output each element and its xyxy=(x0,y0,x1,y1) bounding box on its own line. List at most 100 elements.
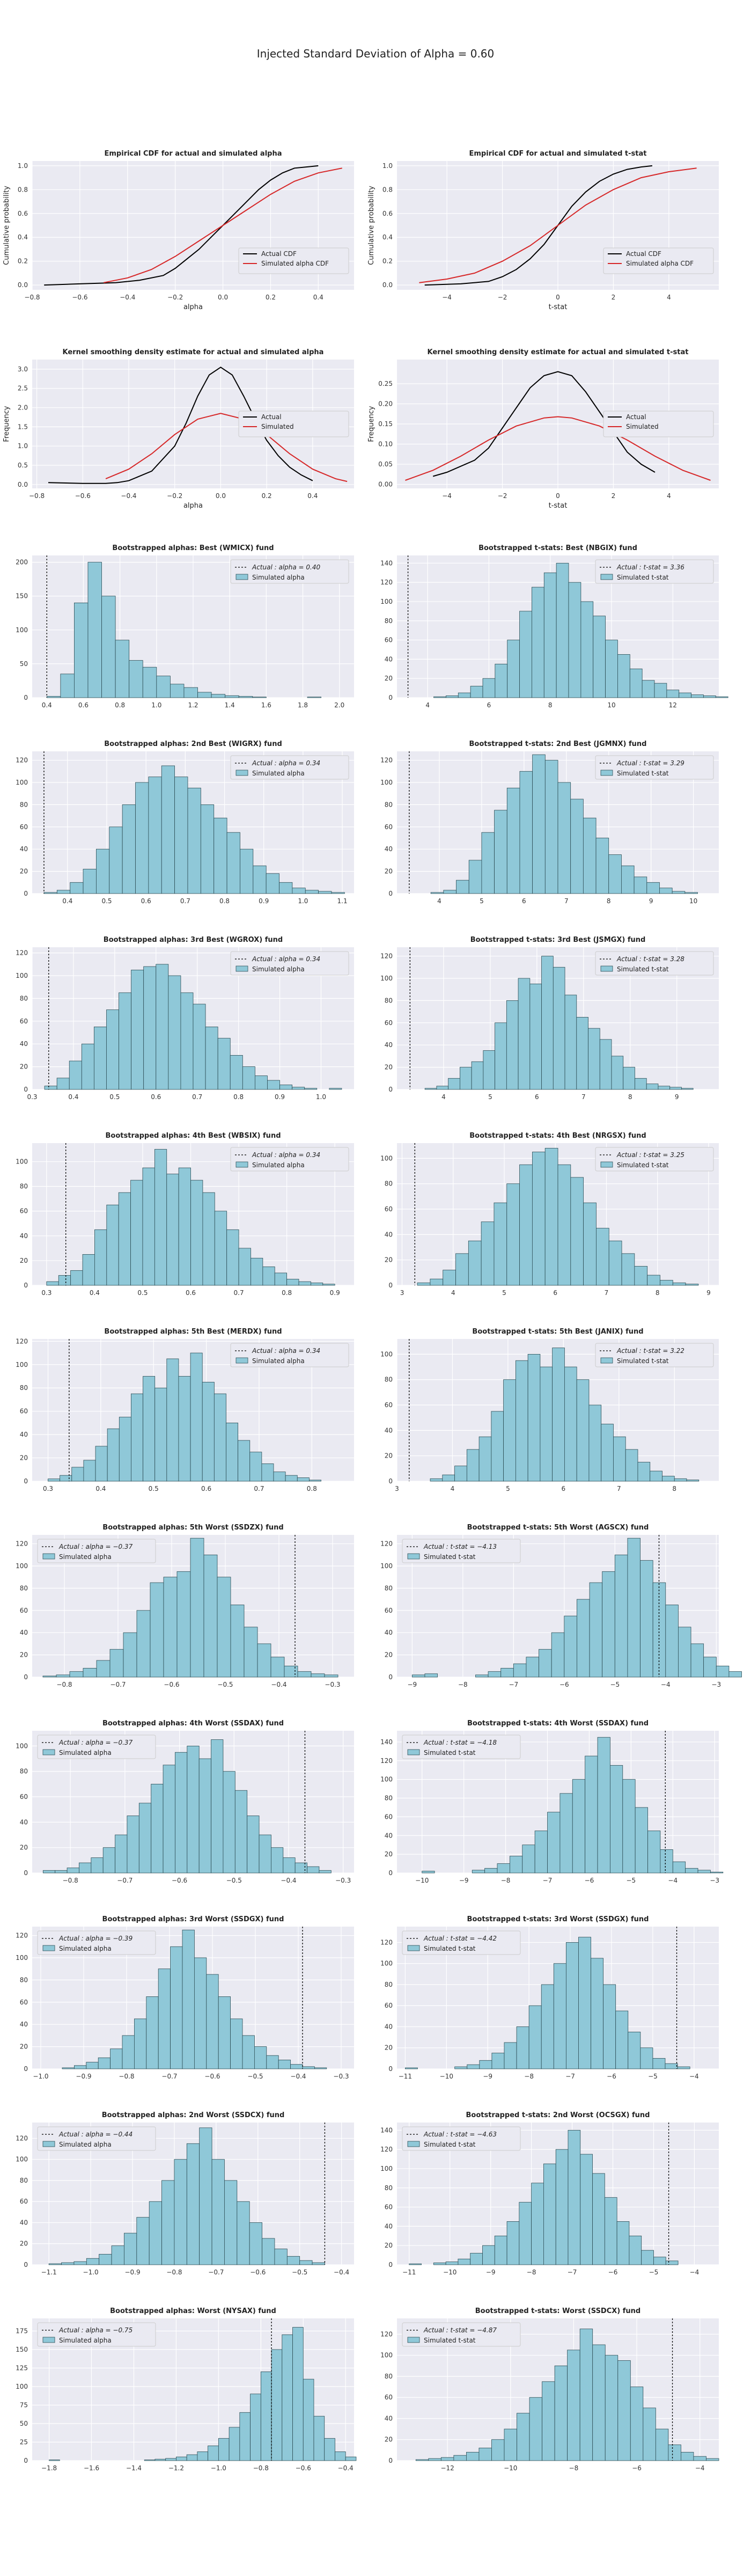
histogram-bar xyxy=(292,1087,305,1090)
y-tick-label: 80 xyxy=(385,2184,393,2192)
x-tick-label: 0.4 xyxy=(307,492,318,500)
x-tick-label: −0.5 xyxy=(292,2268,307,2276)
y-tick-label: 80 xyxy=(385,801,393,808)
legend-label: Simulated alpha xyxy=(252,1357,305,1365)
histogram-bar xyxy=(653,2257,666,2265)
histogram-bar xyxy=(238,696,253,698)
x-tick-label: 9 xyxy=(649,897,653,905)
legend-box xyxy=(402,1930,521,1955)
x-axis-label: t-stat xyxy=(549,303,568,311)
legend-label: Actual : t-stat = −4.63 xyxy=(423,2131,497,2138)
histogram-bar xyxy=(417,1282,431,1286)
x-tick-label: 3 xyxy=(395,1485,399,1492)
y-tick-label: 80 xyxy=(385,617,393,625)
x-tick-label: −0.6 xyxy=(250,2268,266,2276)
y-tick-label: 0.4 xyxy=(18,233,28,241)
chart-panel: 0.4 0.6 0.8 1.0 1.2 1.4 1.6 1.8 2.0 0 50 100 150 200 B… xyxy=(16,544,354,709)
y-tick-label: 100 xyxy=(380,1154,393,1162)
x-tick-label: 1.1 xyxy=(337,897,348,905)
chart-title: Bootstrapped t-stats: 4th Best (NRGSX) f… xyxy=(469,1132,646,1140)
histogram-bar xyxy=(239,2412,251,2461)
histogram-bar xyxy=(647,1275,660,1286)
histogram-bar xyxy=(299,2260,313,2265)
histogram-bar xyxy=(666,690,680,698)
histogram-bar xyxy=(218,2438,230,2461)
histogram-bar xyxy=(599,1039,612,1090)
histogram-bar xyxy=(652,2058,666,2069)
histogram-bar xyxy=(324,1674,338,1678)
histogram-bar xyxy=(96,848,110,894)
y-tick-label: 100 xyxy=(16,1562,28,1570)
histogram-bar xyxy=(475,1674,489,1678)
x-tick-label: 0.9 xyxy=(259,897,269,905)
y-tick-label: 25 xyxy=(20,2438,28,2446)
x-tick-label: −2 xyxy=(498,294,507,301)
histogram-bar xyxy=(266,2055,279,2069)
x-tick-label: −0.4 xyxy=(290,2073,306,2080)
legend-label: Simulated alpha xyxy=(59,1749,112,1757)
x-tick-label: −1.0 xyxy=(211,2464,226,2472)
y-tick-label: 100 xyxy=(16,1158,28,1166)
y-tick-label: 20 xyxy=(20,1651,28,1659)
y-tick-label: 80 xyxy=(385,997,393,1004)
histogram-bar xyxy=(44,1086,57,1090)
y-tick-label: 40 xyxy=(20,1232,28,1240)
y-tick-label: 40 xyxy=(385,1629,393,1636)
histogram-bar xyxy=(706,2458,719,2461)
histogram-bar xyxy=(650,1470,662,1482)
legend-label: Actual : t-stat = 3.29 xyxy=(616,759,684,767)
x-tick-label: −5 xyxy=(610,1681,620,1688)
legend-label: Simulated alpha xyxy=(252,965,305,973)
x-tick-label: −0.3 xyxy=(333,2073,349,2080)
histogram-bar xyxy=(576,1379,590,1482)
x-tick-label: −0.7 xyxy=(161,2073,177,2080)
histogram-bar xyxy=(130,1180,143,1286)
chart-panel: −1.1 −1.0 −0.9 −0.8 −0.7 −0.6 −0.5 −0.4 0 20 40 60 8… xyxy=(16,2111,354,2276)
y-tick-label: 20 xyxy=(385,1651,393,1659)
histogram-bar xyxy=(273,1472,286,1482)
legend-label: Actual xyxy=(261,413,282,421)
histogram-bar xyxy=(101,596,116,698)
histogram-bar xyxy=(225,695,239,698)
histogram-bar xyxy=(635,1807,648,1874)
x-tick-label: −8 xyxy=(524,2073,534,2080)
x-tick-label: 0.8 xyxy=(233,1093,244,1101)
histogram-bar xyxy=(107,1428,120,1482)
legend-box xyxy=(238,247,349,274)
histogram-bar xyxy=(443,1270,456,1286)
x-tick-label: 0.9 xyxy=(275,1093,285,1101)
histogram-bar xyxy=(154,1149,167,1286)
histogram-bar xyxy=(226,832,240,894)
histogram-bar xyxy=(98,2057,111,2069)
histogram-bar xyxy=(564,994,577,1090)
histogram-bar xyxy=(565,1942,579,2069)
legend-label: Simulated xyxy=(261,423,294,430)
histogram-bar xyxy=(174,777,188,894)
histogram-bar xyxy=(271,2349,283,2461)
histogram-bar xyxy=(56,1078,70,1090)
histogram-bar xyxy=(513,1663,527,1678)
y-axis-label: Frequency xyxy=(367,406,376,442)
x-tick-label: −0.5 xyxy=(247,2073,263,2080)
histogram-bar xyxy=(446,696,459,698)
histogram-bar xyxy=(58,1275,71,1286)
histogram-bar xyxy=(495,1022,507,1090)
y-tick-label: 0 xyxy=(388,1673,393,1681)
legend-label: Simulated alpha xyxy=(252,770,305,777)
histogram-bar xyxy=(71,1467,84,1482)
legend-box xyxy=(230,1343,349,1367)
histogram-bar xyxy=(471,1061,484,1090)
histogram-bar xyxy=(86,2062,99,2069)
histogram-bar xyxy=(610,1765,623,1874)
y-tick-label: 60 xyxy=(20,2198,28,2205)
chart-title: Kernel smoothing density estimate for ac… xyxy=(428,348,689,356)
x-tick-label: −6 xyxy=(608,2268,618,2276)
histogram-bar xyxy=(96,1660,111,1678)
x-tick-label: −6 xyxy=(559,1681,569,1688)
chart-title: Bootstrapped t-stats: 2nd Worst (OCSGX) … xyxy=(466,2111,650,2119)
histogram-bar xyxy=(601,1424,614,1482)
y-tick-label: 0 xyxy=(24,1282,28,1289)
histogram-bar xyxy=(290,2064,303,2069)
x-tick-label: −12 xyxy=(440,2464,454,2472)
series-line xyxy=(48,367,313,484)
